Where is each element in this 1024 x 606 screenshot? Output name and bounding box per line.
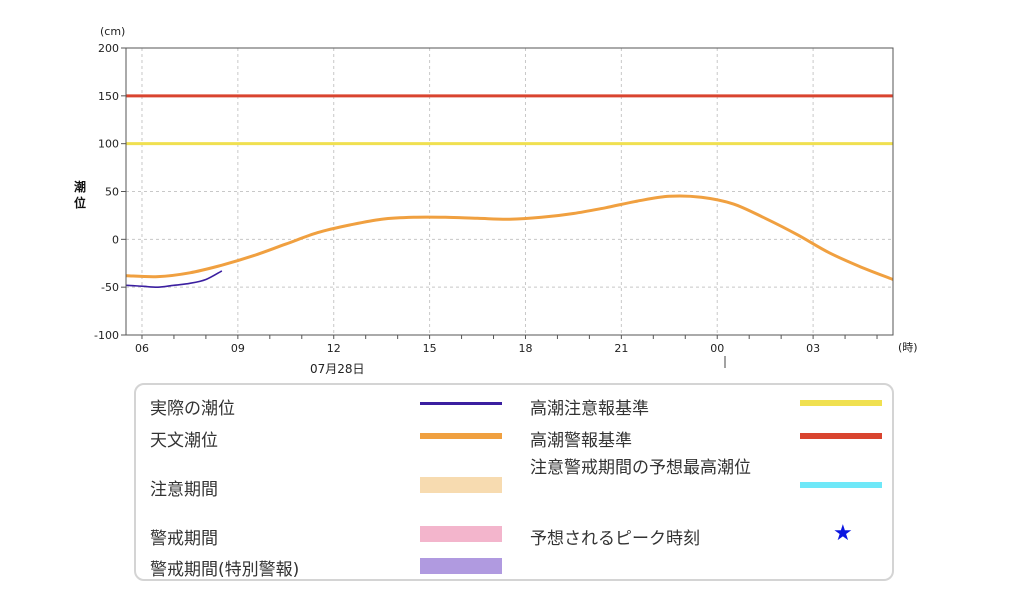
y-tick-label: 50 [105, 186, 119, 199]
legend-swatch-warning-period [420, 526, 502, 542]
legend-label-actual-tide: 実際の潮位 [150, 399, 235, 419]
legend-label-warning-level: 高潮警報基準 [530, 431, 632, 451]
legend-swatch-caution-period [420, 477, 502, 493]
legend: 実際の潮位 天文潮位 注意期間 警戒期間 警戒期間(特別警報) 高潮注意報基準 … [134, 383, 894, 581]
x-tick-label: 21 [614, 342, 628, 355]
y-tick-label: -50 [101, 281, 119, 294]
x-tick-label: 03 [806, 342, 820, 355]
y-tick-label: 0 [112, 233, 119, 246]
legend-label-peak-time: 予想されるピーク時刻 [530, 529, 700, 549]
grid-lines [121, 47, 893, 339]
series-actual-tide [125, 270, 223, 289]
x-tick-label: 06 [135, 342, 149, 355]
tide-chart: -100 -50 0 50 100 150 200 06 09 12 15 18 21 00 03 (cm… [74, 25, 918, 376]
legend-label-special-warning-period: 警戒期間(特別警報) [150, 560, 300, 580]
x-tick-label: 15 [423, 342, 437, 355]
legend-swatch-astronomical-tide [420, 433, 502, 439]
star-icon: ★ [833, 521, 853, 546]
series-astronomical-tide [125, 194, 894, 281]
legend-label-astronomical-tide: 天文潮位 [150, 431, 218, 451]
y-tick-label: 150 [98, 90, 119, 103]
y-tick-label: 200 [98, 42, 119, 55]
legend-swatch-actual-tide [420, 402, 502, 405]
legend-swatch-predicted-max-tide [800, 482, 882, 488]
x-tick-labels: 06 09 12 15 18 21 00 03 [135, 342, 820, 355]
y-tick-label: -100 [94, 329, 119, 342]
date-label: 07月28日 [310, 362, 365, 376]
y-unit-label: (cm) [100, 25, 125, 38]
x-tick-label: 12 [327, 342, 341, 355]
x-tick-label: 00 [710, 342, 724, 355]
legend-swatch-advisory-level [800, 400, 882, 406]
x-unit-label: (時) [898, 341, 918, 354]
y-tick-labels: -100 -50 0 50 100 150 200 [94, 42, 119, 342]
legend-swatch-warning-level [800, 433, 882, 439]
plot-frame [125, 47, 894, 336]
legend-label-warning-period: 警戒期間 [150, 529, 218, 549]
threshold-lines [126, 94, 893, 146]
y-tick-label: 100 [98, 138, 119, 151]
legend-swatch-special-warning-period [420, 558, 502, 574]
series-lines [125, 194, 894, 289]
x-tick-label: 18 [518, 342, 532, 355]
legend-label-caution-period: 注意期間 [150, 480, 218, 500]
x-tick-label: 09 [231, 342, 245, 355]
legend-label-advisory-level: 高潮注意報基準 [530, 399, 649, 419]
y-axis-label: 潮 位 [74, 179, 90, 210]
legend-label-predicted-max-tide: 注意警戒期間の予想最高潮位 [530, 458, 751, 478]
